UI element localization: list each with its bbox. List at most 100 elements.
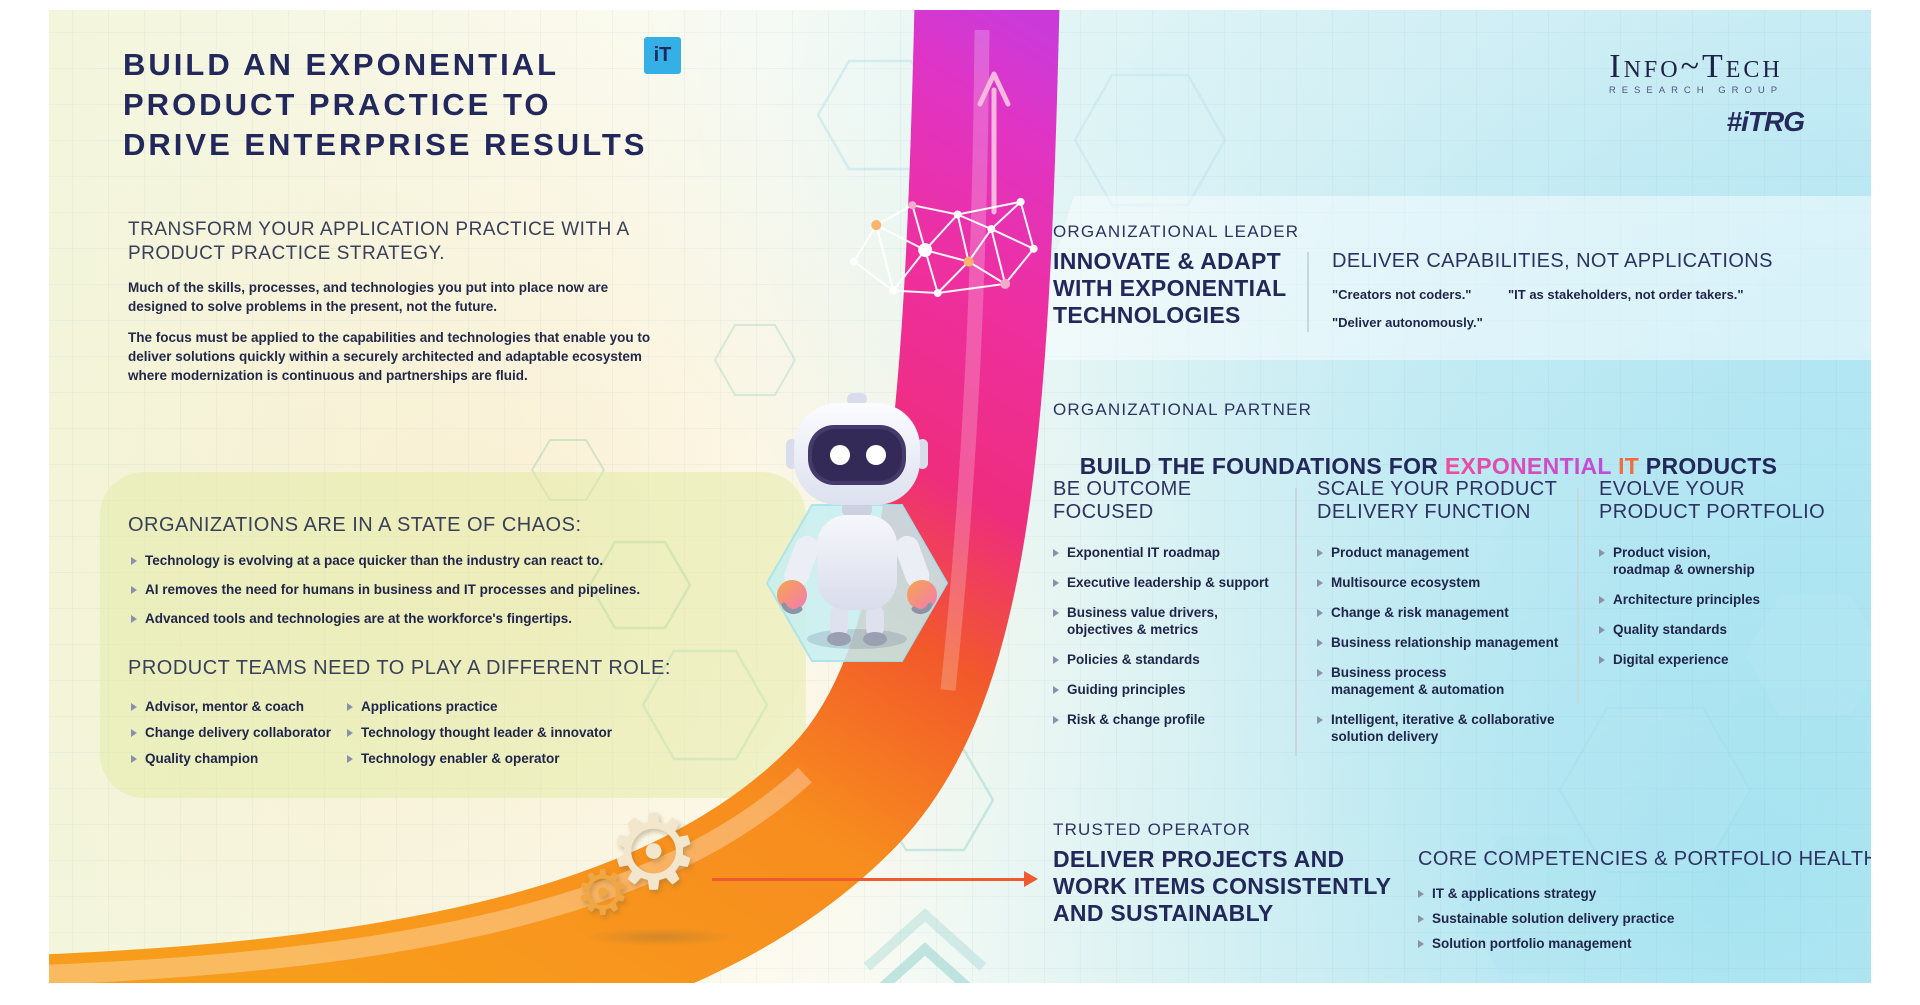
bullet-arrow-icon	[1317, 609, 1323, 617]
partner-heading-exponential: EXPONENTIAL	[1444, 453, 1612, 479]
bullet-arrow-icon	[1317, 639, 1323, 647]
brand-logo: Info~Tech RESEARCH GROUP #iTRG	[1578, 50, 1814, 138]
bullet-arrow-icon	[131, 729, 137, 737]
leader-panel-background	[1022, 196, 1920, 360]
partner-heading-pre: BUILD THE FOUNDATIONS FOR	[1079, 453, 1445, 479]
core-competencies-heading: CORE COMPETENCIES & PORTFOLIO HEALTH	[1418, 848, 1879, 870]
bullet-arrow-icon	[1317, 549, 1323, 557]
bullet-arrow-icon	[1317, 716, 1323, 724]
column-heading: SCALE YOUR PRODUCT DELIVERY FUNCTION	[1317, 478, 1558, 523]
frame-top	[0, 0, 1920, 10]
partner-heading-post: PRODUCTS	[1639, 453, 1778, 479]
list-item: Intelligent, iterative & collaborative s…	[1317, 711, 1569, 745]
iT-badge-icon: iT	[644, 37, 681, 74]
bullet-arrow-icon	[1317, 579, 1323, 587]
gear-large-icon: ⚙	[607, 791, 701, 913]
list-item: Advanced tools and technologies are at t…	[131, 610, 640, 627]
list-item: Change delivery collaborator	[131, 724, 331, 741]
roles-list-col2: Applications practice Technology thought…	[347, 698, 612, 767]
list-item: Applications practice	[347, 698, 612, 715]
bullet-arrow-icon	[1053, 686, 1059, 694]
intro-heading: TRANSFORM YOUR APPLICATION PRACTICE WITH…	[128, 219, 630, 264]
frame-bottom	[0, 983, 1920, 1005]
leader-heading: INNOVATE & ADAPT WITH EXPONENTIAL TECHNO…	[1053, 248, 1287, 328]
list-item: Quality standards	[1599, 621, 1829, 638]
connector-line	[712, 878, 1024, 881]
bullet-arrow-icon	[131, 586, 137, 594]
list-item: Policies & standards	[1053, 651, 1285, 668]
bullet-arrow-icon	[1599, 626, 1605, 634]
partner-heading: BUILD THE FOUNDATIONS FOR EXPONENTIAL IT…	[1053, 426, 1777, 507]
operator-heading: DELIVER PROJECTS AND WORK ITEMS CONSISTE…	[1053, 846, 1392, 926]
list-item: Exponential IT roadmap	[1053, 544, 1285, 561]
roles-heading: PRODUCT TEAMS NEED TO PLAY A DIFFERENT R…	[128, 657, 671, 679]
quote: "Creators not coders."	[1332, 287, 1472, 302]
list-item: Architecture principles	[1599, 591, 1829, 608]
list-item: Guiding principles	[1053, 681, 1285, 698]
capabilities-block: DELIVER CAPABILITIES, NOT APPLICATIONS "…	[1332, 250, 1773, 330]
bullet-arrow-icon	[1418, 890, 1424, 898]
bullet-arrow-icon	[131, 703, 137, 711]
intro-paragraph-1: Much of the skills, processes, and techn…	[128, 280, 609, 314]
core-competencies-block: CORE COMPETENCIES & PORTFOLIO HEALTH IT …	[1418, 848, 1878, 952]
bullet-arrow-icon	[1317, 669, 1323, 677]
list-item: Sustainable solution delivery practice	[1418, 910, 1878, 927]
iT-badge-label: iT	[653, 44, 672, 66]
list-item: Business relationship management	[1317, 634, 1569, 651]
bullet-arrow-icon	[1053, 549, 1059, 557]
gear-small-icon: ⚙	[575, 856, 631, 929]
up-arrow	[977, 71, 1011, 215]
column-heading: EVOLVE YOUR PRODUCT PORTFOLIO	[1599, 478, 1826, 523]
bullet-arrow-icon	[1599, 596, 1605, 604]
partner-kicker: ORGANIZATIONAL PARTNER	[1053, 400, 1313, 419]
bullet-arrow-icon	[131, 615, 137, 623]
leader-divider	[1307, 252, 1309, 332]
list-item: Product management	[1317, 544, 1569, 561]
operator-kicker: TRUSTED OPERATOR	[1053, 820, 1252, 839]
gears-icon: ⚙ ⚙	[575, 800, 765, 955]
list-item: Executive leadership & support	[1053, 574, 1285, 591]
list-item: AI removes the need for humans in busine…	[131, 581, 640, 598]
bullet-arrow-icon	[347, 703, 353, 711]
partner-column-2: SCALE YOUR PRODUCT DELIVERY FUNCTION Pro…	[1317, 478, 1569, 745]
list-item: Business process management & automation	[1317, 664, 1569, 698]
list-item: Product vision, roadmap & ownership	[1599, 544, 1829, 578]
list-item: Quality champion	[131, 750, 331, 767]
logo-wordmark: Info~Tech	[1609, 48, 1783, 85]
list-item: Technology enabler & operator	[347, 750, 612, 767]
robot-mascot	[765, 393, 949, 662]
bullet-arrow-icon	[1599, 656, 1605, 664]
partner-divider-1	[1295, 488, 1297, 756]
list-item: Business value drivers, objectives & met…	[1053, 604, 1285, 638]
capabilities-heading: DELIVER CAPABILITIES, NOT APPLICATIONS	[1332, 250, 1773, 272]
list-item: Solution portfolio management	[1418, 935, 1878, 952]
chaos-panel-background	[100, 472, 806, 798]
bullet-arrow-icon	[1053, 716, 1059, 724]
intro-paragraph-2: The focus must be applied to the capabil…	[128, 330, 651, 383]
list-item: IT & applications strategy	[1418, 885, 1878, 902]
chaos-list: Technology is evolving at a pace quicker…	[131, 552, 640, 627]
list-item: Risk & change profile	[1053, 711, 1285, 728]
bullet-arrow-icon	[131, 557, 137, 565]
logo-hashtag: #iTRG	[1726, 106, 1805, 137]
partner-column-1: BE OUTCOME FOCUSED Exponential IT roadma…	[1053, 478, 1285, 728]
bullet-arrow-icon	[1053, 609, 1059, 617]
partner-divider-2	[1577, 488, 1579, 703]
column-heading: BE OUTCOME FOCUSED	[1053, 478, 1192, 523]
list-item: Change & risk management	[1317, 604, 1569, 621]
bullet-arrow-icon	[347, 755, 353, 763]
logo-subtitle: RESEARCH GROUP	[1608, 85, 1784, 96]
bullet-arrow-icon	[1418, 940, 1424, 948]
list-item: Multisource ecosystem	[1317, 574, 1569, 591]
roles-list-col1: Advisor, mentor & coach Change delivery …	[131, 698, 331, 767]
list-item: Technology thought leader & innovator	[347, 724, 612, 741]
chaos-heading: ORGANIZATIONS ARE IN A STATE OF CHAOS:	[128, 514, 582, 536]
partner-column-3: EVOLVE YOUR PRODUCT PORTFOLIO Product vi…	[1599, 478, 1829, 668]
bullet-arrow-icon	[1418, 915, 1424, 923]
bullet-arrow-icon	[1599, 549, 1605, 557]
bullet-arrow-icon	[1053, 656, 1059, 664]
bullet-arrow-icon	[347, 729, 353, 737]
page-title: BUILD AN EXPONENTIAL PRODUCT PRACTICE TO…	[123, 47, 648, 162]
bullet-arrow-icon	[131, 755, 137, 763]
